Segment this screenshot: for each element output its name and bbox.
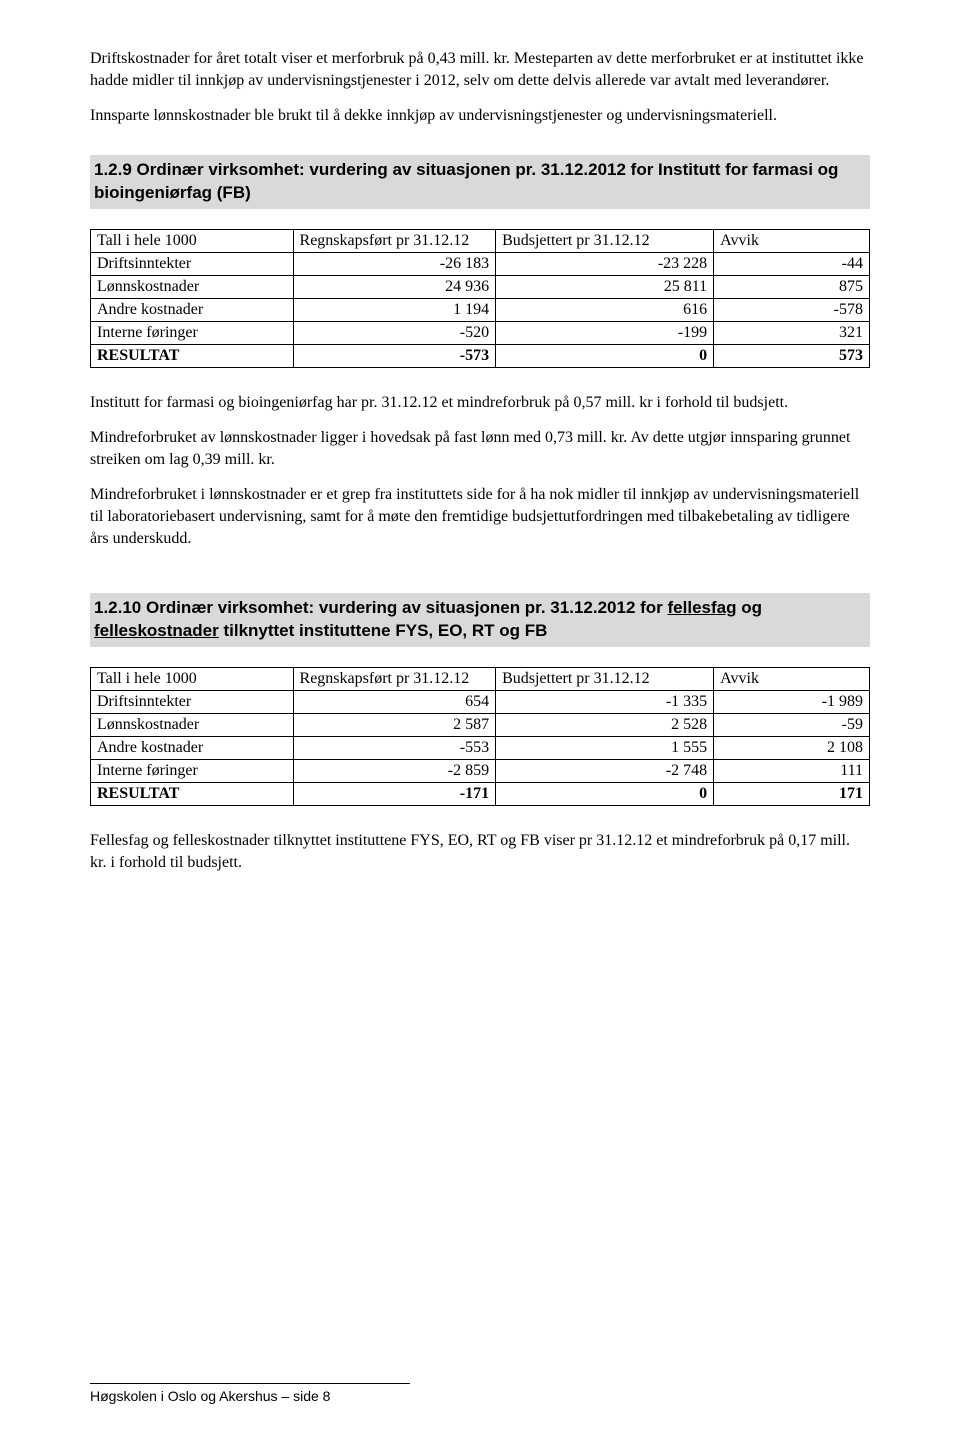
table-row: Interne føringer -520 -199 321 — [91, 321, 870, 344]
cell-value: 25 811 — [496, 275, 714, 298]
cell-value: 0 — [496, 783, 714, 806]
table-result-row: RESULTAT -573 0 573 — [91, 344, 870, 367]
table-header-row: Tall i hele 1000 Regnskapsført pr 31.12.… — [91, 668, 870, 691]
table-row: Andre kostnader -553 1 555 2 108 — [91, 737, 870, 760]
cell-label: Driftsinntekter — [91, 252, 294, 275]
table-row: Driftsinntekter -26 183 -23 228 -44 — [91, 252, 870, 275]
table-1210: Tall i hele 1000 Regnskapsført pr 31.12.… — [90, 667, 870, 806]
cell-value: 111 — [714, 760, 870, 783]
cell-label: Interne føringer — [91, 760, 294, 783]
cell-label: Lønnskostnader — [91, 275, 294, 298]
col-header: Regnskapsført pr 31.12.12 — [293, 668, 496, 691]
cell-value: -199 — [496, 321, 714, 344]
cell-value: 171 — [714, 783, 870, 806]
cell-value: -2 748 — [496, 760, 714, 783]
heading-prefix: 1.2.10 Ordinær virksomhet: vurdering av … — [94, 598, 668, 617]
cell-value: -520 — [293, 321, 496, 344]
cell-value: 616 — [496, 298, 714, 321]
cell-value: -1 335 — [496, 691, 714, 714]
table-row: Interne føringer -2 859 -2 748 111 — [91, 760, 870, 783]
table-row: Lønnskostnader 24 936 25 811 875 — [91, 275, 870, 298]
table-129: Tall i hele 1000 Regnskapsført pr 31.12.… — [90, 229, 870, 368]
heading-suffix: tilknyttet instituttene FYS, EO, RT og F… — [219, 621, 548, 640]
cell-value: -26 183 — [293, 252, 496, 275]
cell-value: 0 — [496, 344, 714, 367]
cell-value: -23 228 — [496, 252, 714, 275]
table-row: Lønnskostnader 2 587 2 528 -59 — [91, 714, 870, 737]
col-header: Tall i hele 1000 — [91, 229, 294, 252]
col-header: Avvik — [714, 668, 870, 691]
cell-label: Interne føringer — [91, 321, 294, 344]
col-header: Budsjettert pr 31.12.12 — [496, 668, 714, 691]
section129-paragraph-2: Mindreforbruket av lønnskostnader ligger… — [90, 427, 870, 470]
cell-value: 321 — [714, 321, 870, 344]
section-heading-1210: 1.2.10 Ordinær virksomhet: vurdering av … — [90, 593, 870, 647]
cell-value: 2 108 — [714, 737, 870, 760]
cell-value: -578 — [714, 298, 870, 321]
cell-label: RESULTAT — [91, 783, 294, 806]
cell-value: 2 528 — [496, 714, 714, 737]
cell-value: -2 859 — [293, 760, 496, 783]
col-header: Tall i hele 1000 — [91, 668, 294, 691]
col-header: Regnskapsført pr 31.12.12 — [293, 229, 496, 252]
cell-value: 573 — [714, 344, 870, 367]
cell-value: 1 555 — [496, 737, 714, 760]
col-header: Budsjettert pr 31.12.12 — [496, 229, 714, 252]
table-header-row: Tall i hele 1000 Regnskapsført pr 31.12.… — [91, 229, 870, 252]
cell-label: Lønnskostnader — [91, 714, 294, 737]
cell-value: -171 — [293, 783, 496, 806]
cell-label: RESULTAT — [91, 344, 294, 367]
page-footer: Høgskolen i Oslo og Akershus – side 8 — [90, 1383, 410, 1404]
cell-value: -44 — [714, 252, 870, 275]
cell-value: -553 — [293, 737, 496, 760]
cell-value: 1 194 — [293, 298, 496, 321]
cell-value: -1 989 — [714, 691, 870, 714]
cell-value: 654 — [293, 691, 496, 714]
section129-paragraph-1: Institutt for farmasi og bioingeniørfag … — [90, 392, 870, 414]
col-header: Avvik — [714, 229, 870, 252]
table-row: Andre kostnader 1 194 616 -578 — [91, 298, 870, 321]
heading-mid: og — [737, 598, 763, 617]
section129-paragraph-3: Mindreforbruket i lønnskostnader er et g… — [90, 484, 870, 549]
cell-value: -573 — [293, 344, 496, 367]
cell-label: Andre kostnader — [91, 737, 294, 760]
heading-underline-2: felleskostnader — [94, 621, 219, 640]
section-heading-129: 1.2.9 Ordinær virksomhet: vurdering av s… — [90, 155, 870, 209]
cell-label: Andre kostnader — [91, 298, 294, 321]
table-row: Driftsinntekter 654 -1 335 -1 989 — [91, 691, 870, 714]
cell-value: 875 — [714, 275, 870, 298]
cell-value: -59 — [714, 714, 870, 737]
table-result-row: RESULTAT -171 0 171 — [91, 783, 870, 806]
cell-value: 2 587 — [293, 714, 496, 737]
page-content: Driftskostnader for året totalt viser et… — [0, 0, 960, 947]
intro-paragraph-1: Driftskostnader for året totalt viser et… — [90, 48, 870, 91]
section1210-paragraph-1: Fellesfag og felleskostnader tilknyttet … — [90, 830, 870, 873]
cell-value: 24 936 — [293, 275, 496, 298]
cell-label: Driftsinntekter — [91, 691, 294, 714]
intro-paragraph-2: Innsparte lønnskostnader ble brukt til å… — [90, 105, 870, 127]
heading-underline-1: fellesfag — [668, 598, 737, 617]
